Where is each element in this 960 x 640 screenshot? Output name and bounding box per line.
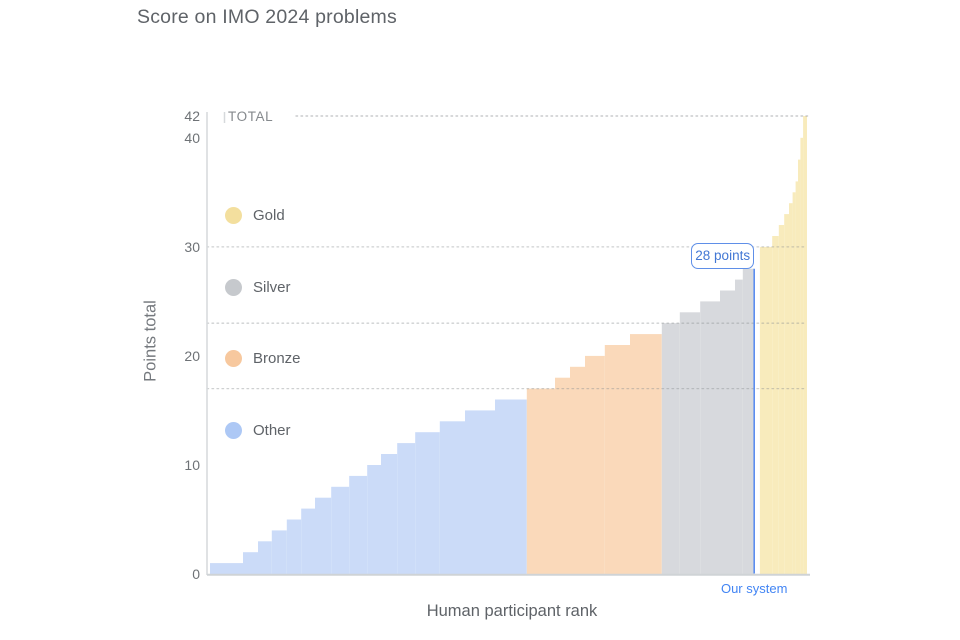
score-step-bar (495, 399, 527, 574)
legend-item-gold: Gold (225, 205, 285, 225)
score-step-bar (792, 192, 796, 575)
score-step-bar (784, 214, 789, 574)
legend-label-bronze: Bronze (253, 349, 301, 367)
score-step-bar (243, 552, 258, 574)
score-step-bar (795, 181, 798, 574)
silver-swatch-icon (225, 278, 242, 296)
score-step-bar (759, 246, 773, 574)
legend-label-silver: Silver (253, 278, 291, 296)
y-tick-label: 0 (192, 566, 200, 582)
y-tick-label: 20 (184, 347, 200, 364)
score-step-bar (271, 530, 287, 574)
score-step-bar (397, 443, 416, 574)
legend-label-gold: Gold (253, 206, 285, 224)
marker-callout: 28 points (691, 242, 755, 269)
legend-item-silver: Silver (225, 277, 291, 297)
score-step-bar (630, 334, 662, 574)
chart-title: Score on IMO 2024 problems (137, 6, 397, 28)
legend-item-other: Other (225, 420, 291, 440)
score-step-bar (331, 486, 350, 574)
score-step-bar (778, 225, 785, 574)
bronze-swatch-icon (225, 349, 242, 367)
other-swatch-icon (225, 421, 242, 439)
score-step-bar (415, 432, 440, 574)
legend-item-bronze: Bronze (225, 348, 301, 368)
score-step-bar (258, 541, 272, 574)
total-label: TOTAL (228, 109, 278, 124)
score-step-bar (772, 236, 779, 574)
score-step-bar (349, 475, 368, 574)
y-tick-label: 42 (184, 108, 200, 124)
score-step-bar (286, 519, 302, 574)
gold-swatch-icon (225, 206, 242, 224)
score-step-bar (526, 388, 555, 574)
score-step-bar (742, 268, 754, 574)
score-step-bar (585, 355, 605, 574)
score-step-bar (789, 203, 793, 574)
score-step-bar (315, 497, 332, 574)
y-tick-label: 10 (184, 456, 200, 473)
score-step-bar (604, 345, 630, 574)
score-step-bar (210, 563, 243, 574)
score-step-bar (381, 454, 398, 574)
score-step-bar (367, 465, 381, 574)
score-step-bar (570, 366, 585, 574)
score-step-bar (800, 137, 804, 575)
score-step-bar (661, 323, 680, 574)
score-step-bar (700, 301, 720, 574)
x-axis-title: Human participant rank (426, 602, 598, 620)
score-step-bar (465, 410, 495, 574)
score-step-bar (679, 312, 701, 574)
score-step-bar (720, 290, 735, 574)
score-step-bar (798, 159, 801, 574)
our-system-label: Our system (720, 581, 788, 596)
y-tick-label: 40 (184, 129, 200, 146)
score-step-bar (301, 508, 315, 574)
score-step-bar (803, 116, 807, 574)
score-step-bar (555, 377, 570, 574)
score-step-bar (735, 279, 743, 574)
score-step-bar (439, 421, 465, 574)
y-tick-label: 30 (184, 238, 200, 255)
legend-label-other: Other (253, 421, 291, 439)
